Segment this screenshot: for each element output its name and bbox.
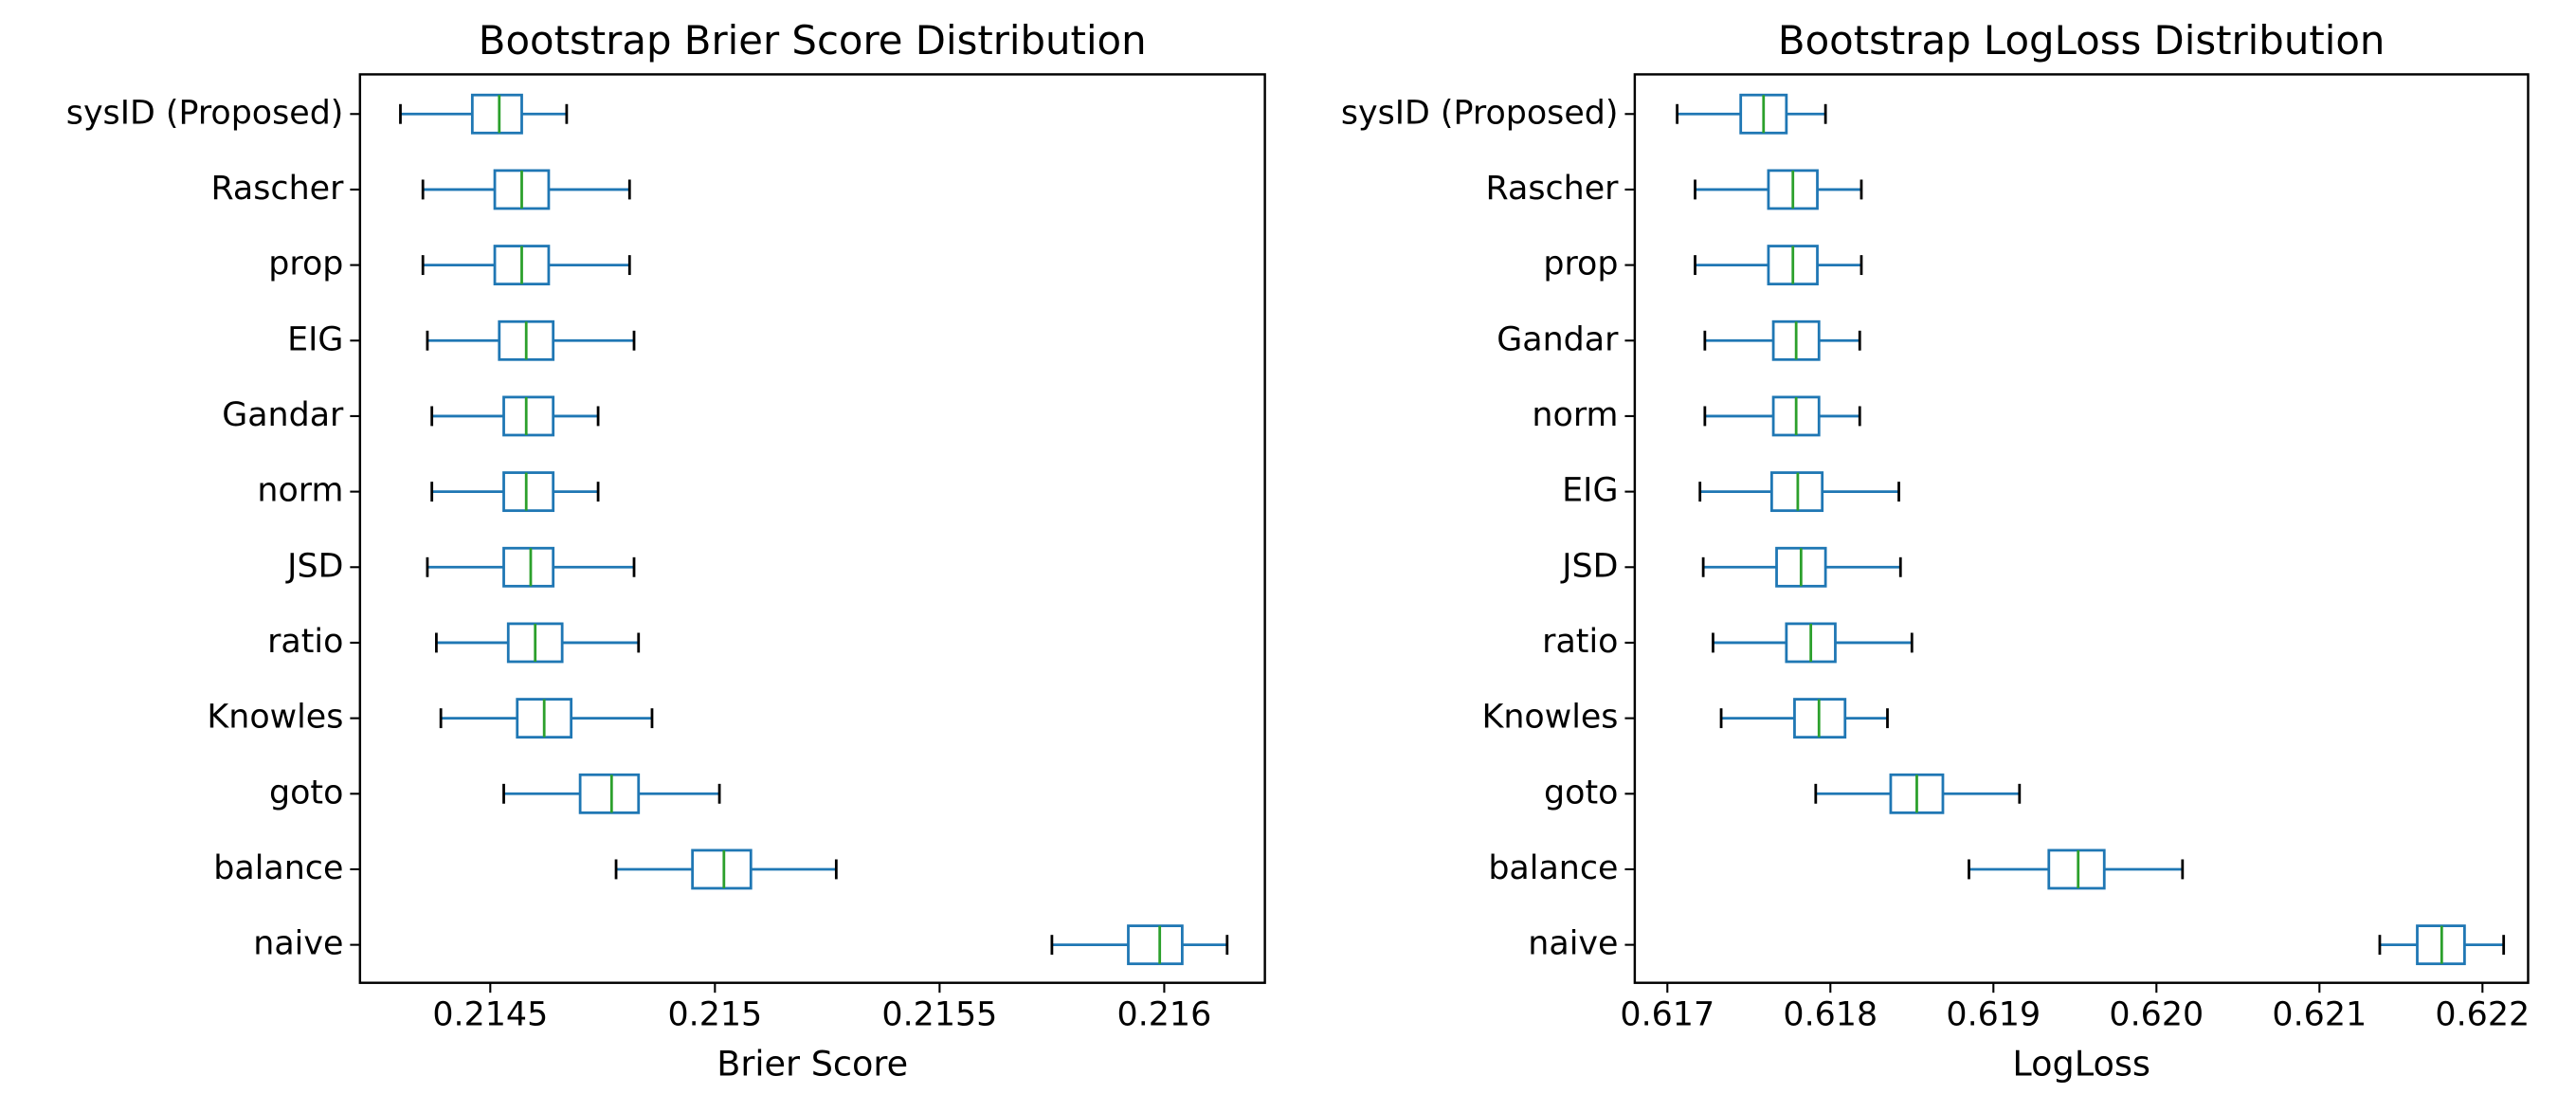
- plot-frame: [1633, 73, 2530, 984]
- box: [470, 93, 523, 135]
- y-tick-label: naive: [253, 925, 343, 963]
- y-tick-label: Gandar: [222, 396, 344, 434]
- y-tick-label: norm: [257, 472, 343, 510]
- x-tick-label: 0.618: [1783, 996, 1878, 1034]
- y-tick-label: ratio: [267, 623, 343, 661]
- y-tick-label: Gandar: [1497, 320, 1619, 358]
- y-tick-label: balance: [1488, 849, 1618, 887]
- y-tick-label: EIG: [1562, 472, 1618, 510]
- plot-frame: [358, 73, 1266, 984]
- box: [578, 773, 641, 814]
- y-tick-label: sysID (Proposed): [1341, 94, 1619, 132]
- y-tick-label: goto: [269, 774, 343, 811]
- y-tick-label: ratio: [1542, 623, 1618, 661]
- y-tick-label: EIG: [287, 320, 343, 358]
- y-tick-label: goto: [1544, 774, 1618, 811]
- box: [2047, 848, 2106, 890]
- y-tick-label: prop: [268, 246, 343, 283]
- y-tick-label: JSD: [285, 547, 343, 585]
- x-tick-label: 0.622: [2435, 996, 2530, 1034]
- y-tick-label: Rascher: [1486, 170, 1620, 208]
- y-tick-label: balance: [213, 849, 343, 887]
- x-tick-label: 0.620: [2109, 996, 2204, 1034]
- x-tick-label: 0.2145: [432, 996, 548, 1034]
- y-tick-label: naive: [1528, 925, 1618, 963]
- box: [691, 848, 753, 890]
- y-tick-label: JSD: [1560, 547, 1618, 585]
- x-tick-label: 0.617: [1620, 996, 1714, 1034]
- x-axis-label: LogLoss: [2012, 1043, 2150, 1084]
- y-tick-label: Rascher: [211, 170, 345, 208]
- y-tick-label: Knowles: [1481, 699, 1618, 737]
- box: [1127, 924, 1184, 966]
- y-tick-label: norm: [1532, 396, 1618, 434]
- y-tick-label: Knowles: [207, 699, 343, 737]
- x-tick-label: 0.216: [1117, 996, 1212, 1034]
- chart-title: Bootstrap Brier Score Distribution: [479, 17, 1147, 64]
- y-tick-label: sysID (Proposed): [66, 94, 344, 132]
- x-tick-label: 0.2155: [881, 996, 997, 1034]
- box: [502, 471, 555, 513]
- y-tick-label: prop: [1543, 246, 1618, 283]
- x-axis-label: Brier Score: [717, 1043, 908, 1084]
- box: [502, 546, 555, 588]
- x-tick-label: 0.621: [2272, 996, 2367, 1034]
- x-tick-label: 0.619: [1946, 996, 2041, 1034]
- x-tick-label: 0.215: [667, 996, 762, 1034]
- chart-title: Bootstrap LogLoss Distribution: [1778, 17, 2385, 64]
- box: [502, 395, 555, 437]
